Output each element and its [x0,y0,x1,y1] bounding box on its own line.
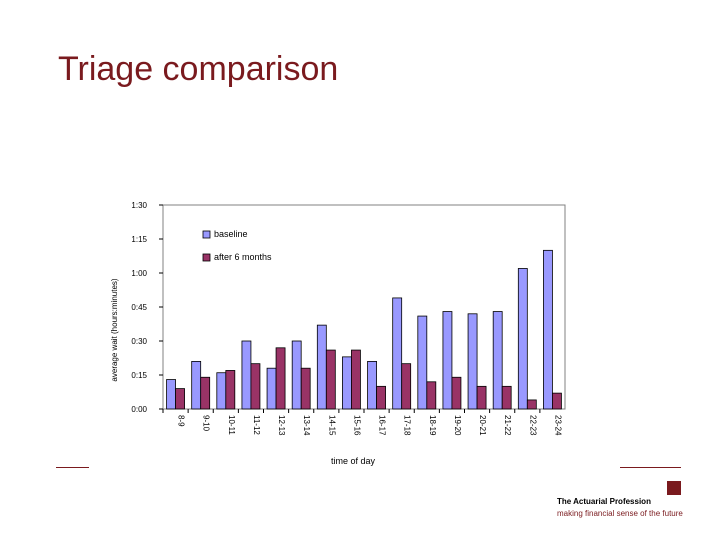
bar-baseline [492,311,503,410]
y-axis-ticks: 0:00 0:15 0:30 0:45 1:00 1:15 1:30 [131,201,163,414]
footer-rule-left [56,467,89,468]
x-tick-label: 9-10 [202,415,211,432]
bar-after-6-months [401,363,412,410]
y-tick-label: 0:45 [131,303,147,312]
bar-baseline [216,372,227,410]
bar-baseline [166,379,176,410]
legend-swatch [202,230,211,239]
logo-square-icon [667,481,681,495]
bar-after-6-months [275,347,286,410]
bar-baseline [417,315,428,410]
bar-baseline [543,249,553,410]
x-tick-label: 12-13 [277,415,286,436]
logo-tagline: making financial sense of the future [557,509,683,518]
bar-baseline [316,324,327,410]
x-tick-label: 23-24 [553,415,562,436]
x-tick-label: 15-16 [352,415,361,436]
bar-after-6-months [376,385,386,410]
bar-after-6-months [526,399,537,410]
bar-baseline [517,268,528,410]
x-axis-ticks: 8-9 9-10 10-11 11-12 12-13 13-14 14-15 15-16 16-… [162,409,562,436]
y-tick-label: 0:00 [131,405,147,414]
x-tick-label: 8-9 [177,415,186,427]
y-tick-label: 1:00 [131,269,147,278]
x-tick-label: 20-21 [478,415,487,436]
x-tick-label: 22-23 [528,415,537,436]
bar-baseline [367,360,377,410]
x-tick-label: 16-17 [378,415,387,436]
x-tick-label: 17-18 [403,415,412,436]
logo-name: The Actuarial Profession [557,497,651,506]
y-axis-label: average wait (hours:minutes) [110,278,119,381]
bar-after-6-months [200,376,211,410]
bar-baseline [291,340,302,410]
x-tick-label: 19-20 [453,415,462,436]
legend: baseline after 6 months [188,224,288,269]
x-tick-label: 14-15 [327,415,336,436]
y-tick-label: 1:15 [131,235,147,244]
x-tick-label: 10-11 [227,415,236,435]
bar-after-6-months [501,385,512,410]
x-axis-label: time of day [331,456,376,466]
slide-title: Triage comparison [58,50,339,88]
x-tick-label: 11-12 [252,415,261,435]
x-tick-label: 21-22 [503,415,512,436]
x-tick-label: 13-14 [302,415,311,436]
legend-label: after 6 months [214,252,272,262]
y-tick-label: 0:15 [131,371,147,380]
bar-baseline [342,356,352,410]
bar-after-6-months [300,367,311,410]
footer-rule-right [620,467,681,468]
bar-baseline [442,311,453,410]
bar-baseline [467,313,478,410]
bar-baseline [266,367,277,410]
bar-after-6-months [476,385,487,410]
legend-swatch [202,253,211,262]
y-tick-label: 0:30 [131,337,147,346]
bar-after-6-months [552,392,562,410]
bar-after-6-months [426,381,437,410]
legend-label: baseline [214,229,248,239]
bars [166,249,562,410]
bar-after-6-months [451,376,462,410]
bar-baseline [191,360,202,410]
y-tick-label: 1:30 [131,201,147,210]
bar-after-6-months [250,363,261,410]
bar-after-6-months [351,349,361,410]
bar-after-6-months [175,388,185,410]
bar-after-6-months [325,349,336,410]
bar-baseline [392,297,403,410]
x-tick-label: 18-19 [428,415,437,436]
bar-baseline [241,340,252,410]
bar-after-6-months [225,370,236,410]
